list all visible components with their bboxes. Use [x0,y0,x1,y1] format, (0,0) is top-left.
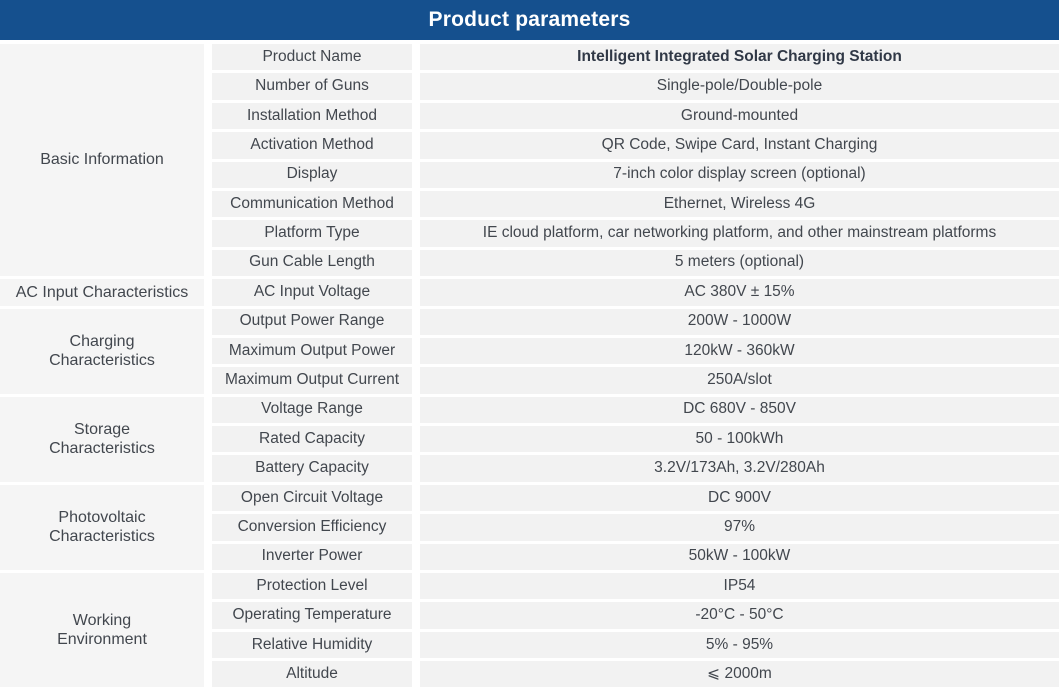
param-value-cell: ⩽ 2000m [420,661,1059,687]
param-name-cell: Installation Method [212,102,412,130]
param-name-cell: Display [212,161,412,188]
param-value-cell: 7-inch color display screen (optional) [420,161,1059,188]
category-cell: Basic Information [0,44,204,277]
category-cell: AC Input Characteristics [0,279,204,306]
param-name-cell: Gun Cable Length [212,249,412,277]
param-value-cell: Ground-mounted [420,102,1059,130]
param-name-cell: Voltage Range [212,396,412,424]
param-name-cell: Open Circuit Voltage [212,484,412,512]
param-value-cell: DC 680V - 850V [420,396,1059,424]
param-name-cell: Maximum Output Power [212,337,412,365]
category-cell: Working Environment [0,573,204,687]
param-name-cell: Altitude [212,661,412,687]
param-name-cell: Maximum Output Current [212,367,412,394]
param-name-cell: Output Power Range [212,308,412,335]
param-value-cell: 3.2V/173Ah, 3.2V/280Ah [420,455,1059,482]
param-name-cell: Activation Method [212,132,412,159]
param-value-cell: DC 900V [420,484,1059,512]
param-value-cell: 50kW - 100kW [420,543,1059,571]
param-value-cell: QR Code, Swipe Card, Instant Charging [420,132,1059,159]
param-name-cell: Battery Capacity [212,455,412,482]
param-value-cell: 97% [420,514,1059,541]
param-name-cell: Product Name [212,44,412,71]
category-cell: Storage Characteristics [0,396,204,482]
param-value-cell: Ethernet, Wireless 4G [420,190,1059,218]
page-title: Product parameters [428,8,631,31]
param-value-cell: 5 meters (optional) [420,249,1059,277]
param-value-cell: AC 380V ± 15% [420,279,1059,306]
param-name-cell: Relative Humidity [212,631,412,659]
param-name-cell: AC Input Voltage [212,279,412,306]
param-name-cell: Operating Temperature [212,602,412,629]
param-value-cell: -20°C - 50°C [420,602,1059,629]
param-value-cell: 120kW - 360kW [420,337,1059,365]
param-value-cell: Single-pole/Double-pole [420,73,1059,100]
param-value-cell: 200W - 1000W [420,308,1059,335]
param-name-cell: Rated Capacity [212,426,412,453]
param-value-cell: 5% - 95% [420,631,1059,659]
title-bar: Product parameters [0,0,1059,40]
param-value-cell: 250A/slot [420,367,1059,394]
param-name-cell: Number of Guns [212,73,412,100]
param-name-cell: Conversion Efficiency [212,514,412,541]
param-value-cell: Intelligent Integrated Solar Charging St… [420,44,1059,71]
param-value-cell: 50 - 100kWh [420,426,1059,453]
param-value-cell: IP54 [420,573,1059,600]
param-name-cell: Communication Method [212,190,412,218]
param-value-cell: IE cloud platform, car networking platfo… [420,220,1059,247]
param-name-cell: Platform Type [212,220,412,247]
param-name-cell: Protection Level [212,573,412,600]
parameters-table: Basic Information Product Name Intelligent… [0,44,1059,687]
category-cell: Charging Characteristics [0,308,204,394]
param-name-cell: Inverter Power [212,543,412,571]
category-cell: Photovoltaic Characteristics [0,484,204,571]
